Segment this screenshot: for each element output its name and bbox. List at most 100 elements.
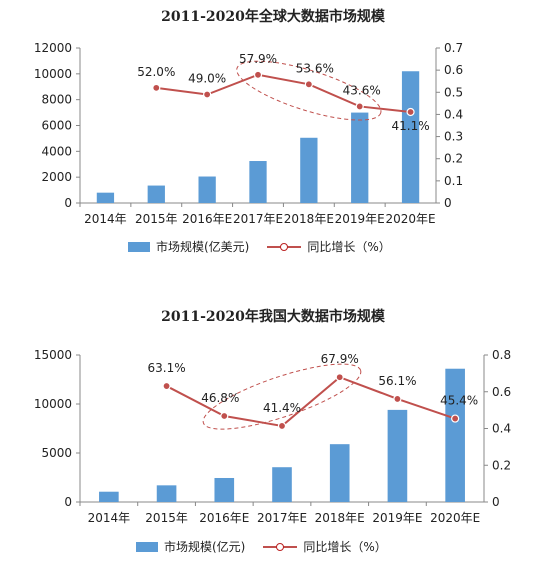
right-axis-tick-label: 0.8 <box>492 348 511 362</box>
bar <box>156 485 177 502</box>
right-axis-tick-label: 0.6 <box>492 385 511 399</box>
x-axis-tick-label: 2015年 <box>145 511 188 525</box>
growth-point <box>203 90 212 99</box>
legend-line-swatch <box>267 241 302 253</box>
growth-point <box>253 70 263 79</box>
growth-point <box>406 107 415 117</box>
growth-point <box>162 381 171 391</box>
right-axis-tick-label: 0.4 <box>492 422 511 436</box>
x-axis-tick-label: 2017年E <box>257 511 307 525</box>
highlight-ellipse <box>202 363 362 430</box>
x-axis-tick-label: 2015年 <box>135 212 178 226</box>
left-axis-tick-label: 0 <box>64 196 72 210</box>
x-axis-tick-label: 2017年E <box>233 212 283 226</box>
chart-legend: 市场规模(亿元) 同比增长（%） <box>136 538 387 555</box>
growth-data-label: 46.8% <box>201 391 239 405</box>
growth-data-label: 41.4% <box>263 401 301 415</box>
growth-point <box>393 394 402 404</box>
x-axis-tick-label: 2018年E <box>315 511 365 525</box>
bar <box>99 491 119 502</box>
x-axis-tick-label: 2020年E <box>430 511 480 525</box>
growth-data-label: 49.0% <box>188 72 226 86</box>
chart-global-panel: 2011-2020年全球大数据市场规模 0 2000 4000 6000 8000 100… <box>0 0 546 268</box>
legend-bar-label: 市场规模(亿美元) <box>156 240 250 254</box>
chart-legend: 市场规模(亿美元) 同比增长（%） <box>128 238 391 255</box>
growth-point <box>451 414 460 423</box>
bar <box>198 176 216 203</box>
right-axis-tick-label: 0.2 <box>492 458 511 472</box>
right-axis-tick-label: 0.7 <box>444 41 463 55</box>
left-axis-tick-label: 5000 <box>41 446 72 460</box>
bar <box>329 444 350 502</box>
right-axis-tick-label: 0.1 <box>444 174 463 188</box>
x-axis-tick-label: 2020年E <box>386 212 436 226</box>
growth-data-label: 56.1% <box>378 374 416 388</box>
growth-point <box>220 411 229 421</box>
chart-global-svg: 0 2000 4000 6000 8000 10000 12000 0 0.1 0.2 0.3 0.4… <box>34 41 463 226</box>
legend-item-line: 同比增长（%） <box>263 538 387 555</box>
growth-data-label: 41.1% <box>392 119 430 133</box>
right-axis-tick-label: 0.6 <box>444 63 463 77</box>
legend-line-label: 同比增长（%） <box>307 240 391 254</box>
bar <box>272 467 292 502</box>
x-axis-tick-label: 2018年E <box>284 212 334 226</box>
x-axis-tick-label: 2016年E <box>199 511 249 525</box>
legend-bar-swatch <box>128 241 150 252</box>
left-axis-tick-label: 10000 <box>34 67 72 81</box>
right-axis-tick-label: 0 <box>444 196 452 210</box>
legend-bar-swatch <box>136 541 158 552</box>
right-axis-tick-label: 0.2 <box>444 152 463 166</box>
growth-data-label: 45.4% <box>440 394 478 408</box>
right-axis-tick-label: 0.5 <box>444 85 463 99</box>
growth-line <box>156 73 411 113</box>
left-axis-tick-label: 10000 <box>34 397 72 411</box>
legend-line-label: 同比增长（%） <box>303 540 387 554</box>
left-axis-tick-label: 15000 <box>34 348 72 362</box>
growth-data-label: 67.9% <box>321 352 359 366</box>
bar <box>445 368 465 502</box>
bar <box>387 409 408 502</box>
bar <box>401 71 420 203</box>
growth-data-label: 63.1% <box>148 361 186 375</box>
left-axis-tick-label: 8000 <box>41 93 72 107</box>
bar <box>300 137 318 203</box>
left-axis-tick-label: 0 <box>64 495 72 509</box>
x-axis-tick-label: 2019年E <box>372 511 422 525</box>
growth-data-label: 53.6% <box>296 61 334 75</box>
right-axis-tick-label: 0.4 <box>444 107 463 121</box>
right-axis-tick-label: 0.3 <box>444 130 463 144</box>
growth-line <box>166 376 456 427</box>
bar <box>351 112 369 203</box>
bar <box>147 185 165 203</box>
growth-point <box>335 373 344 382</box>
growth-point <box>152 83 161 92</box>
legend-line-swatch <box>263 541 298 553</box>
legend-item-bar: 市场规模(亿美元) <box>128 238 249 255</box>
x-axis-tick-label: 2014年 <box>88 511 131 525</box>
growth-point <box>277 421 287 431</box>
growth-data-label: 52.0% <box>137 65 175 79</box>
x-axis-tick-label: 2016年E <box>182 212 232 226</box>
left-axis-tick-label: 4000 <box>41 144 72 158</box>
chart-china-svg: 0 5000 10000 15000 0 0.2 0.4 0.6 0.8 2014年 2015年 20… <box>34 348 511 525</box>
left-axis-tick-label: 12000 <box>34 41 72 55</box>
bar <box>96 192 115 203</box>
legend-item-line: 同比增长（%） <box>267 238 391 255</box>
legend-item-bar: 市场规模(亿元) <box>136 538 245 555</box>
chart-china-panel: 2011-2020年我国大数据市场规模 0 5000 10000 15000 0 0.2 0… <box>0 300 546 580</box>
left-axis-tick-label: 6000 <box>41 119 72 133</box>
growth-point <box>304 80 313 89</box>
growth-data-label: 43.6% <box>343 83 381 97</box>
chart-title: 2011-2020年全球大数据市场规模 <box>161 9 385 25</box>
bar <box>214 477 235 502</box>
bar <box>249 161 267 203</box>
highlight-ellipse <box>236 60 382 121</box>
right-axis-tick-label: 0 <box>492 495 500 509</box>
x-axis-tick-label: 2019年E <box>335 212 385 226</box>
growth-data-label: 57.9% <box>239 52 277 66</box>
left-axis-tick-label: 2000 <box>41 170 72 184</box>
growth-point <box>355 102 364 111</box>
legend-bar-label: 市场规模(亿元) <box>164 540 246 554</box>
x-axis-tick-label: 2014年 <box>84 212 127 226</box>
chart-title: 2011-2020年我国大数据市场规模 <box>161 309 385 325</box>
